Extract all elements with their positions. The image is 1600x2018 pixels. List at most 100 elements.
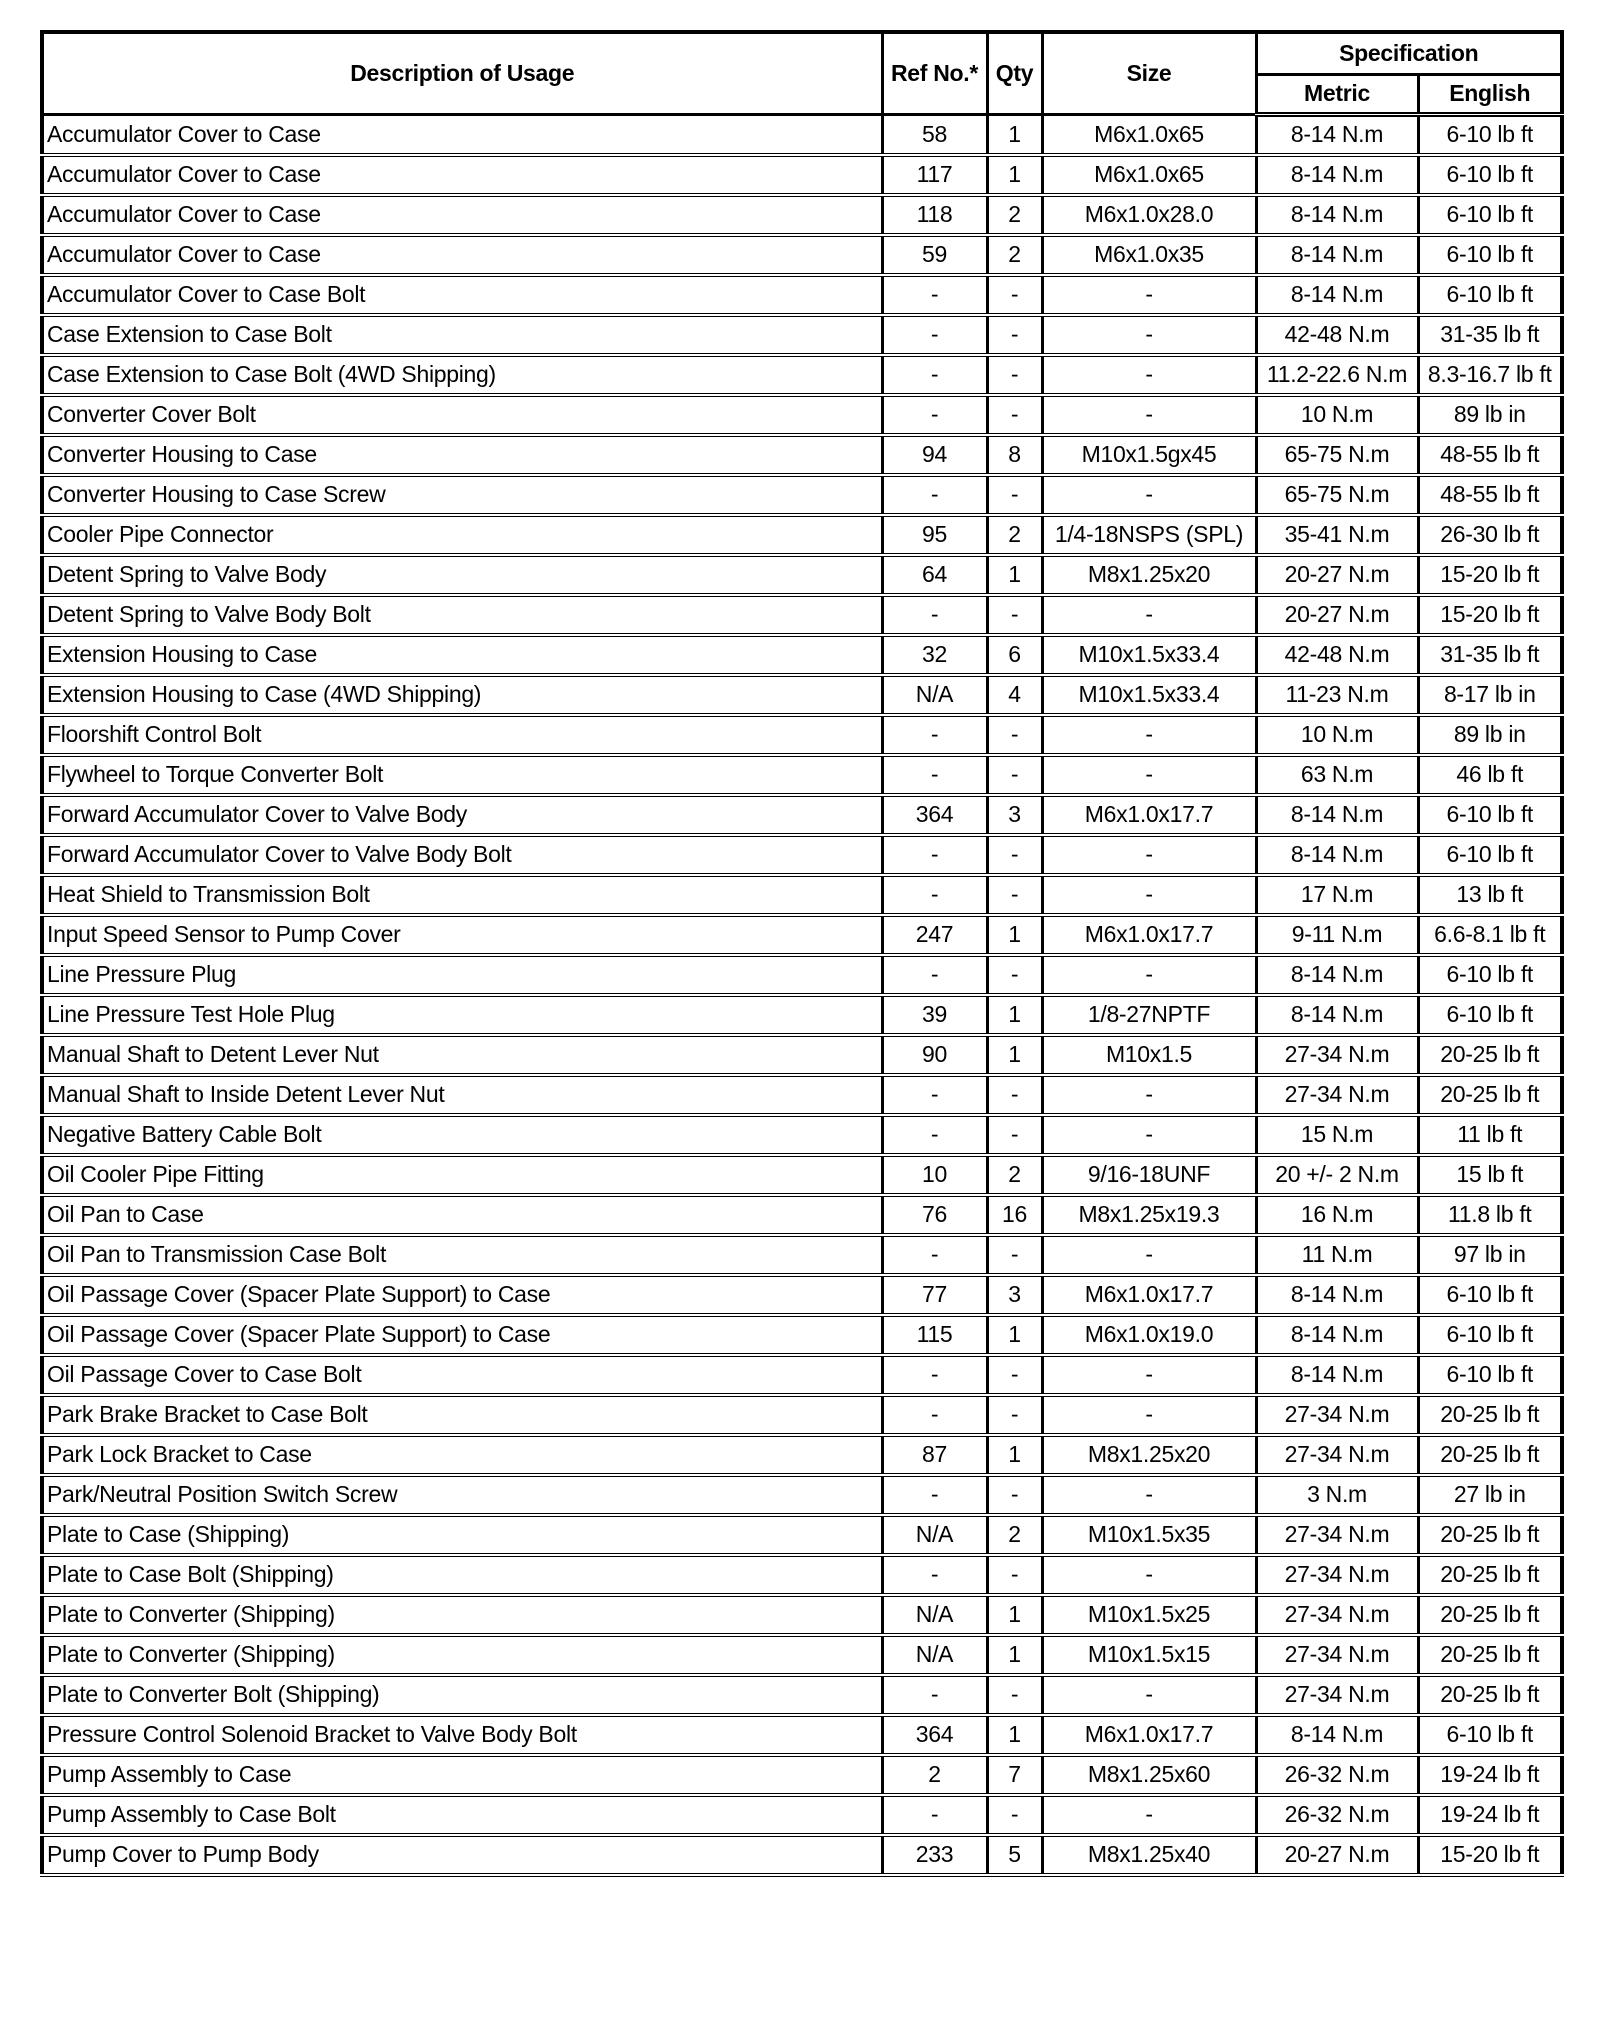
- cell-ref-no: 247: [880, 913, 989, 956]
- cell-metric: 3 N.m: [1254, 1473, 1420, 1516]
- cell-size: 1/4-18NSPS (SPL): [1040, 513, 1258, 556]
- cell-english: 20-25 lb ft: [1416, 1553, 1564, 1596]
- table-row: Negative Battery Cable Bolt - - -15 N.m 11 l…: [40, 1113, 1564, 1156]
- cell-qty: 1: [985, 1033, 1044, 1076]
- table-row: Plate to Case (Shipping) N/A 2 M10x1.5x35 27…: [40, 1513, 1564, 1556]
- table-row: Park Brake Bracket to Case Bolt - - -27-34 …: [40, 1393, 1564, 1436]
- table-row: Converter Housing to Case 94 8 M10x1.5gx45 6…: [40, 433, 1564, 476]
- cell-size: M6x1.0x65: [1040, 112, 1258, 156]
- cell-metric: 17 N.m: [1254, 873, 1420, 916]
- cell-description: Pressure Control Solenoid Bracket to Val…: [40, 1713, 884, 1756]
- torque-spec-table: Description of Usage Ref No.* Qty Size S…: [40, 30, 1564, 1877]
- cell-qty: 4: [985, 673, 1044, 716]
- cell-english: 6-10 lb ft: [1416, 112, 1564, 156]
- cell-ref-no: -: [880, 833, 989, 876]
- cell-qty: -: [985, 313, 1044, 356]
- header-qty: Qty: [985, 30, 1044, 116]
- cell-ref-no: -: [880, 1553, 989, 1596]
- table-row: Oil Passage Cover (Spacer Plate Support)…: [40, 1273, 1564, 1316]
- cell-description: Accumulator Cover to Case: [40, 233, 884, 276]
- cell-english: 20-25 lb ft: [1416, 1033, 1564, 1076]
- cell-description: Extension Housing to Case (4WD Shipping): [40, 673, 884, 716]
- cell-qty: -: [985, 1393, 1044, 1436]
- cell-metric: 11 N.m: [1254, 1233, 1420, 1276]
- cell-ref-no: -: [880, 313, 989, 356]
- cell-qty: -: [985, 873, 1044, 916]
- cell-size: M6x1.0x17.7: [1040, 1713, 1258, 1756]
- cell-ref-no: N/A: [880, 673, 989, 716]
- cell-ref-no: -: [880, 873, 989, 916]
- cell-english: 6-10 lb ft: [1416, 1713, 1564, 1756]
- cell-description: Converter Cover Bolt: [40, 393, 884, 436]
- cell-qty: 3: [985, 793, 1044, 836]
- cell-ref-no: 364: [880, 1713, 989, 1756]
- table-row: Forward Accumulator Cover to Valve Body …: [40, 833, 1564, 876]
- cell-ref-no: -: [880, 353, 989, 396]
- cell-english: 6-10 lb ft: [1416, 1353, 1564, 1396]
- table-row: Accumulator Cover to Case 59 2 M6x1.0x35 8-1…: [40, 233, 1564, 276]
- cell-metric: 8-14 N.m: [1254, 833, 1420, 876]
- cell-metric: 8-14 N.m: [1254, 1313, 1420, 1356]
- cell-qty: -: [985, 1473, 1044, 1516]
- table-row: Extension Housing to Case (4WD Shipping)…: [40, 673, 1564, 716]
- table-row: Converter Housing to Case Screw - - -65-75 …: [40, 473, 1564, 516]
- cell-description: Plate to Converter (Shipping): [40, 1593, 884, 1636]
- cell-metric: 9-11 N.m: [1254, 913, 1420, 956]
- cell-english: 46 lb ft: [1416, 753, 1564, 796]
- cell-qty: 5: [985, 1833, 1044, 1876]
- cell-qty: -: [985, 1793, 1044, 1836]
- cell-size: M6x1.0x35: [1040, 233, 1258, 276]
- cell-metric: 8-14 N.m: [1254, 273, 1420, 316]
- cell-english: 27 lb in: [1416, 1473, 1564, 1516]
- cell-metric: 26-32 N.m: [1254, 1753, 1420, 1796]
- cell-english: 6-10 lb ft: [1416, 793, 1564, 836]
- cell-ref-no: 94: [880, 433, 989, 476]
- cell-qty: -: [985, 953, 1044, 996]
- cell-size: -: [1040, 953, 1258, 996]
- cell-english: 15-20 lb ft: [1416, 553, 1564, 596]
- cell-english: 6-10 lb ft: [1416, 1313, 1564, 1356]
- cell-ref-no: -: [880, 1353, 989, 1396]
- cell-ref-no: 77: [880, 1273, 989, 1316]
- table-body: Accumulator Cover to Case 58 1 M6x1.0x65 8-1…: [40, 112, 1564, 1876]
- cell-description: Detent Spring to Valve Body Bolt: [40, 593, 884, 636]
- cell-size: M10x1.5x15: [1040, 1633, 1258, 1676]
- cell-ref-no: 64: [880, 553, 989, 596]
- cell-ref-no: N/A: [880, 1593, 989, 1636]
- cell-ref-no: -: [880, 753, 989, 796]
- table-row: Plate to Converter (Shipping) N/A 1 M10x1.5…: [40, 1633, 1564, 1676]
- table-row: Accumulator Cover to Case 117 1 M6x1.0x65 8-…: [40, 153, 1564, 196]
- cell-size: -: [1040, 1553, 1258, 1596]
- header-ref-no: Ref No.*: [880, 30, 989, 116]
- cell-size: M6x1.0x17.7: [1040, 793, 1258, 836]
- header-metric: Metric: [1254, 72, 1420, 117]
- cell-metric: 8-14 N.m: [1254, 233, 1420, 276]
- cell-metric: 20-27 N.m: [1254, 553, 1420, 596]
- cell-metric: 10 N.m: [1254, 393, 1420, 436]
- cell-english: 31-35 lb ft: [1416, 313, 1564, 356]
- cell-ref-no: -: [880, 1233, 989, 1276]
- cell-qty: -: [985, 353, 1044, 396]
- table-row: Line Pressure Test Hole Plug 39 1 1/8-27NPT…: [40, 993, 1564, 1036]
- cell-qty: 1: [985, 913, 1044, 956]
- cell-qty: -: [985, 393, 1044, 436]
- cell-qty: -: [985, 1073, 1044, 1116]
- header-specification: Specification: [1254, 30, 1564, 76]
- cell-description: Plate to Converter Bolt (Shipping): [40, 1673, 884, 1716]
- cell-description: Floorshift Control Bolt: [40, 713, 884, 756]
- cell-qty: 1: [985, 1433, 1044, 1476]
- cell-qty: 8: [985, 433, 1044, 476]
- table-row: Detent Spring to Valve Body Bolt - - -20-27…: [40, 593, 1564, 636]
- cell-description: Accumulator Cover to Case: [40, 153, 884, 196]
- cell-qty: -: [985, 713, 1044, 756]
- cell-qty: 2: [985, 513, 1044, 556]
- cell-size: -: [1040, 313, 1258, 356]
- cell-qty: 1: [985, 1313, 1044, 1356]
- cell-metric: 27-34 N.m: [1254, 1593, 1420, 1636]
- cell-ref-no: 364: [880, 793, 989, 836]
- cell-metric: 27-34 N.m: [1254, 1513, 1420, 1556]
- table-row: Floorshift Control Bolt - - -10 N.m 89 lb in: [40, 713, 1564, 756]
- cell-english: 6-10 lb ft: [1416, 233, 1564, 276]
- cell-size: M10x1.5x33.4: [1040, 633, 1258, 676]
- cell-metric: 8-14 N.m: [1254, 153, 1420, 196]
